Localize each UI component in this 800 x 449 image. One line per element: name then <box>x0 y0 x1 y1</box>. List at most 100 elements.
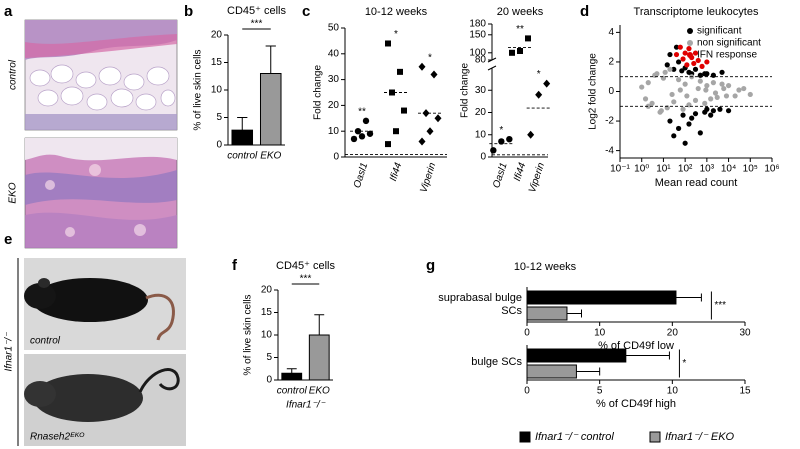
legend-marker <box>687 52 693 58</box>
chart-title: CD45⁺ cells <box>276 260 335 272</box>
x-tick-label: 0 <box>524 328 530 339</box>
data-point <box>692 97 699 103</box>
data-point <box>657 109 663 115</box>
data-point <box>686 121 692 127</box>
y-axis-label: % of live skin cells <box>243 294 254 375</box>
significance: * <box>499 125 503 136</box>
significance: * <box>682 358 686 369</box>
y-tick-label: -4 <box>605 145 614 156</box>
data-point <box>366 130 374 137</box>
data-point <box>725 108 732 114</box>
photo-eko <box>24 354 186 446</box>
data-point <box>704 59 710 65</box>
legend-marker <box>519 431 531 443</box>
significance: *** <box>251 19 263 30</box>
y-tick-label: 10 <box>475 129 487 140</box>
y-tick-label: 0 <box>333 152 339 163</box>
data-point <box>682 140 688 146</box>
y-tick-label: 20 <box>211 30 223 41</box>
axis-break <box>487 57 497 71</box>
bar <box>308 334 330 381</box>
panel-letter: f <box>232 257 238 274</box>
y-tick-label: 5 <box>216 112 222 123</box>
y-tick-label: 0 <box>480 152 486 163</box>
bar <box>526 348 627 363</box>
x-tick-label: 10⁰ <box>634 164 649 175</box>
error-bar <box>566 309 582 318</box>
data-point <box>680 112 686 118</box>
y-tick-label: 5 <box>266 352 272 363</box>
error-bar <box>237 117 248 131</box>
image-label: EKO <box>8 182 19 203</box>
data-point <box>712 90 719 96</box>
error-bar <box>625 351 670 360</box>
data-point <box>682 81 688 87</box>
x-tick-label: control <box>227 151 258 162</box>
x-axis-label: Ifnar1⁻/⁻ <box>286 400 326 411</box>
data-point <box>673 44 680 50</box>
data-point <box>723 93 730 99</box>
x-tick-label: 10³ <box>700 164 715 175</box>
data-point <box>682 50 688 56</box>
panel-letter: a <box>4 3 13 20</box>
y-tick-label: 20 <box>328 100 340 111</box>
data-point <box>676 125 682 132</box>
y-tick-label: 20 <box>261 285 273 296</box>
data-point <box>662 69 668 75</box>
data-point <box>710 80 716 86</box>
x-tick-label: 10 <box>594 328 606 339</box>
error-bar <box>265 45 276 74</box>
data-point <box>736 87 742 93</box>
significance: * <box>428 52 432 63</box>
panel-letter: b <box>184 3 193 20</box>
data-point <box>747 91 753 98</box>
legend-marker <box>687 40 693 46</box>
error-bar <box>576 367 601 376</box>
significance: ** <box>516 24 524 35</box>
significance: * <box>394 29 398 40</box>
data-point <box>401 107 407 114</box>
y-tick-label: suprabasal bulge SCs <box>438 291 522 317</box>
legend-label: Ifnar1⁻/⁻ control <box>535 431 614 443</box>
panel-letter: d <box>580 3 589 20</box>
y-tick-label: 100 <box>469 47 486 58</box>
data-point <box>671 66 677 72</box>
data-point <box>708 96 714 102</box>
data-point <box>527 130 535 139</box>
data-point <box>710 108 716 114</box>
legend-label: Ifnar1⁻/⁻ EKO <box>665 431 735 443</box>
data-point <box>509 49 515 56</box>
data-point <box>684 93 690 99</box>
data-point <box>418 62 426 71</box>
data-point <box>667 66 673 72</box>
chart-title: CD45⁺ cells <box>227 5 286 17</box>
data-point <box>692 66 699 72</box>
panel-letter: e <box>4 231 12 248</box>
data-point <box>717 106 723 112</box>
error-bar <box>675 293 702 302</box>
data-point <box>385 40 391 47</box>
data-point <box>397 68 403 75</box>
image-label: control <box>8 59 19 90</box>
data-point <box>490 147 497 154</box>
x-tick-label: 20 <box>667 328 679 339</box>
data-point <box>708 112 714 118</box>
x-tick-label: Ifi44 <box>512 161 528 183</box>
data-point <box>703 87 709 93</box>
data-point <box>719 69 725 75</box>
panel-letter: g <box>426 257 435 274</box>
data-point <box>725 82 732 89</box>
x-axis-label: % of CD49f high <box>596 398 676 410</box>
error-bar <box>286 368 297 374</box>
data-point <box>695 57 701 64</box>
legend-label: significant <box>697 26 742 37</box>
x-axis-label: Mean read count <box>655 177 738 189</box>
y-tick-label: 180 <box>469 19 486 30</box>
error-bar <box>314 314 325 335</box>
y-tick-label: 4 <box>608 27 614 38</box>
x-tick-label: Viperin <box>527 161 547 194</box>
data-point <box>697 78 703 84</box>
data-point <box>362 117 370 125</box>
y-tick-label: 0 <box>216 140 222 151</box>
y-tick-label: 80 <box>475 55 487 66</box>
